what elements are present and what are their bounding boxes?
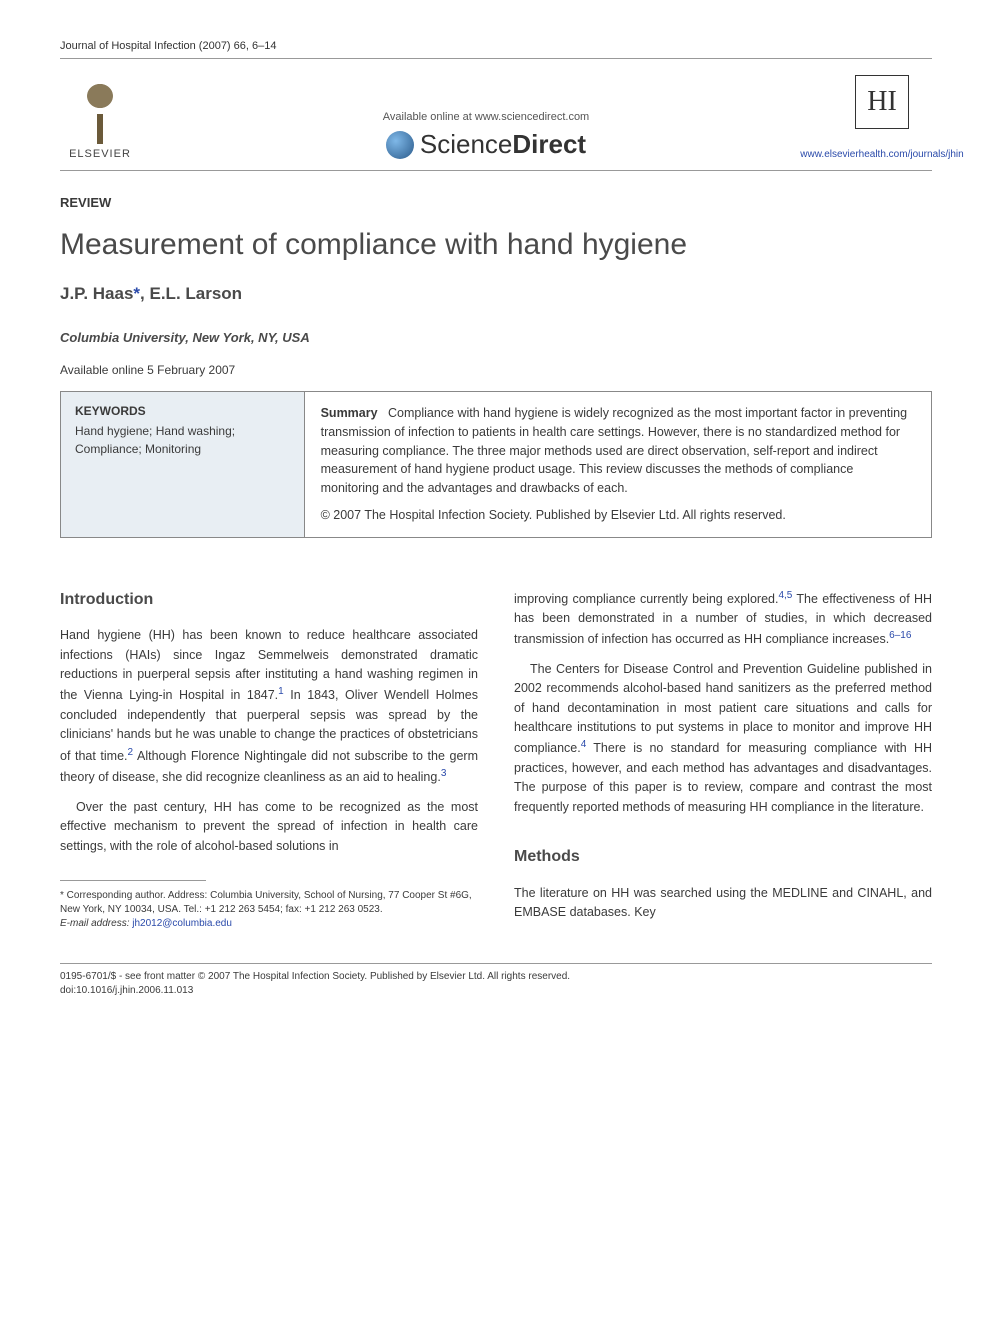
author-rest: , E.L. Larson [140, 284, 242, 303]
body-columns: Introduction Hand hygiene (HH) has been … [60, 588, 932, 933]
bottom-footer: 0195-6701/$ - see front matter © 2007 Th… [60, 963, 932, 998]
author-1: J.P. Haas [60, 284, 133, 303]
intro-para-2: Over the past century, HH has come to be… [60, 798, 478, 856]
sd-word-2: Direct [512, 129, 586, 159]
introduction-heading: Introduction [60, 588, 478, 613]
article-type: REVIEW [60, 195, 932, 210]
sd-word-1: Science [420, 129, 513, 159]
elsevier-label: ELSEVIER [69, 148, 131, 160]
footnote-email-line: E-mail address: jh2012@columbia.edu [60, 917, 478, 931]
elsevier-tree-icon [70, 84, 130, 144]
sciencedirect-block: Available online at www.sciencedirect.co… [140, 111, 832, 160]
ref-4-5[interactable]: 4,5 [778, 590, 792, 601]
sciencedirect-wordmark: ScienceDirect [420, 129, 586, 160]
summary-copyright: © 2007 The Hospital Infection Society. P… [321, 506, 915, 525]
journal-citation: Journal of Hospital Infection (2007) 66,… [60, 40, 932, 52]
header-divider [60, 170, 932, 171]
top-bar: Journal of Hospital Infection (2007) 66,… [60, 40, 932, 59]
available-date: Available online 5 February 2007 [60, 363, 932, 377]
summary-column: Summary Compliance with hand hygiene is … [305, 392, 931, 537]
summary-body: Compliance with hand hygiene is widely r… [321, 406, 907, 495]
col2-p1-a: improving compliance currently being exp… [514, 592, 778, 606]
author-list: J.P. Haas*, E.L. Larson [60, 284, 932, 304]
abstract-box: KEYWORDS Hand hygiene; Hand washing; Com… [60, 391, 932, 538]
summary-lead: Summary [321, 406, 378, 420]
ref-3[interactable]: 3 [441, 768, 447, 779]
keywords-column: KEYWORDS Hand hygiene; Hand washing; Com… [61, 392, 305, 537]
sciencedirect-ball-icon [386, 131, 414, 159]
article-title: Measurement of compliance with hand hygi… [60, 228, 932, 262]
email-link[interactable]: jh2012@columbia.edu [132, 918, 232, 929]
col2-para-2: The Centers for Disease Control and Prev… [514, 660, 932, 817]
footer-line-2: doi:10.1016/j.jhin.2006.11.013 [60, 984, 932, 998]
affiliation: Columbia University, New York, NY, USA [60, 330, 932, 345]
available-online-text: Available online at www.sciencedirect.co… [140, 111, 832, 123]
header-row: ELSEVIER Available online at www.science… [60, 75, 932, 160]
methods-heading: Methods [514, 845, 932, 870]
col2-para-1: improving compliance currently being exp… [514, 588, 932, 650]
methods-para-1: The literature on HH was searched using … [514, 884, 932, 923]
journal-hi-logo-icon: HI [855, 75, 909, 129]
footnote-address: * Corresponding author. Address: Columbi… [60, 889, 478, 917]
footnote-separator [60, 880, 206, 881]
sciencedirect-logo: ScienceDirect [140, 129, 832, 160]
keywords-list: Hand hygiene; Hand washing; Compliance; … [75, 422, 290, 458]
corresponding-footnote: * Corresponding author. Address: Columbi… [60, 889, 478, 931]
keywords-heading: KEYWORDS [75, 404, 290, 418]
email-label: E-mail address: [60, 918, 129, 929]
intro-para-1: Hand hygiene (HH) has been known to redu… [60, 626, 478, 787]
elsevier-logo-block: ELSEVIER [60, 84, 140, 160]
footer-line-1: 0195-6701/$ - see front matter © 2007 Th… [60, 970, 932, 984]
ref-6-16[interactable]: 6–16 [889, 630, 911, 641]
journal-url[interactable]: www.elsevierhealth.com/journals/jhin [800, 149, 963, 160]
left-column: Introduction Hand hygiene (HH) has been … [60, 588, 478, 933]
journal-logo-block: HI www.elsevierhealth.com/journals/jhin [832, 75, 932, 160]
right-column: improving compliance currently being exp… [514, 588, 932, 933]
